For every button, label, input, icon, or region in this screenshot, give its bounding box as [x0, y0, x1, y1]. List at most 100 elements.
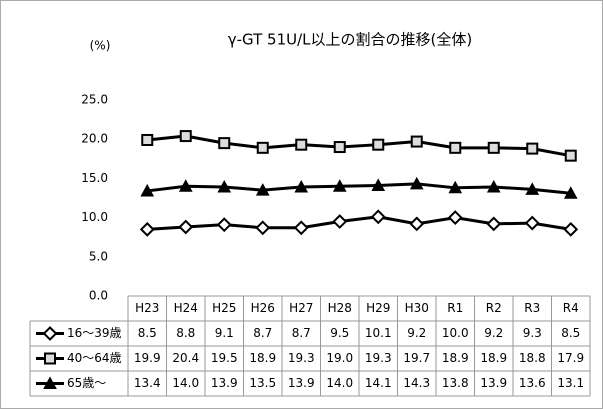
table-value: 14.0	[172, 376, 199, 390]
table-value: 19.5	[211, 351, 238, 365]
marker	[447, 210, 463, 226]
marker	[216, 217, 232, 233]
marker	[487, 141, 500, 154]
table-value: 18.9	[442, 351, 469, 365]
legend-label: 40～64歳	[67, 351, 122, 365]
marker	[409, 216, 425, 232]
marker	[370, 209, 386, 225]
y-tick-label: 10.0	[81, 210, 108, 224]
x-tick-label: H25	[212, 301, 236, 315]
marker	[332, 179, 347, 192]
x-tick-label: H27	[289, 301, 313, 315]
table-value: 14.1	[365, 376, 392, 390]
table-value: 9.2	[407, 326, 426, 340]
legend-label: 16～39歳	[67, 326, 122, 340]
marker	[486, 179, 501, 193]
table-value: 13.4	[134, 376, 161, 390]
marker	[178, 179, 193, 192]
marker	[178, 219, 194, 235]
x-tick-label: H24	[174, 301, 198, 315]
x-tick-label: H30	[405, 301, 429, 315]
table-value: 13.6	[519, 376, 546, 390]
legend-marker	[44, 352, 56, 365]
x-tick-label: H23	[135, 301, 159, 315]
marker	[486, 216, 502, 232]
marker	[449, 141, 462, 154]
legend-marker	[43, 376, 57, 389]
y-tick-label: 15.0	[81, 171, 108, 185]
marker	[564, 149, 577, 162]
table-value: 8.5	[561, 326, 580, 340]
marker	[139, 221, 155, 237]
marker	[295, 138, 308, 151]
marker	[179, 130, 192, 143]
table-value: 19.0	[326, 351, 353, 365]
legend-label: 65歳～	[67, 376, 106, 390]
table-value: 13.9	[480, 376, 507, 390]
y-tick-label: 20.0	[81, 132, 108, 146]
table-value: 9.2	[484, 326, 503, 340]
table-value: 13.9	[211, 376, 238, 390]
x-tick-label: H28	[328, 301, 352, 315]
marker	[255, 183, 270, 196]
table-value: 19.9	[134, 351, 161, 365]
marker	[217, 179, 232, 193]
table-value: 13.8	[442, 376, 469, 390]
x-tick-label: R4	[563, 301, 579, 315]
table-value: 9.5	[330, 326, 349, 340]
marker	[333, 141, 346, 154]
table-value: 19.7	[403, 351, 430, 365]
chart-title: γ-GT 51U/L以上の割合の推移(全体)	[228, 31, 473, 49]
marker	[410, 135, 423, 148]
marker	[293, 220, 309, 236]
legend-marker	[42, 326, 58, 341]
marker	[372, 138, 385, 151]
marker	[141, 133, 154, 146]
x-tick-label: H26	[251, 301, 275, 315]
marker	[332, 214, 348, 229]
table-value: 19.3	[288, 351, 315, 365]
marker	[140, 183, 155, 197]
table-value: 14.3	[403, 376, 430, 390]
table-value: 18.8	[519, 351, 546, 365]
marker	[218, 137, 231, 150]
table-value: 8.7	[253, 326, 272, 340]
marker	[526, 142, 539, 155]
marker	[524, 215, 540, 231]
series-line	[147, 182, 571, 195]
table-value: 8.8	[176, 326, 195, 340]
x-tick-label: H29	[366, 301, 390, 315]
table-value: 13.1	[557, 376, 584, 390]
table-value: 10.0	[442, 326, 469, 340]
table-value: 18.9	[480, 351, 507, 365]
y-tick-label: 5.0	[89, 249, 108, 263]
table-value: 14.0	[326, 376, 353, 390]
table-value: 9.1	[215, 326, 234, 340]
table-value: 18.9	[249, 351, 276, 365]
x-tick-label: R3	[524, 301, 540, 315]
table-value: 9.3	[523, 326, 542, 340]
table-value: 13.9	[288, 376, 315, 390]
x-tick-label: R2	[486, 301, 502, 315]
marker	[563, 186, 578, 199]
series-line	[147, 134, 572, 158]
marker	[294, 179, 309, 193]
marker	[525, 182, 540, 195]
marker	[256, 141, 269, 154]
table-value: 13.5	[249, 376, 276, 390]
table-value: 17.9	[557, 351, 584, 365]
marker	[448, 180, 463, 194]
table-value: 20.4	[172, 351, 199, 365]
y-axis-label: (%)	[90, 39, 111, 53]
x-tick-label: R1	[447, 301, 463, 315]
marker	[563, 221, 579, 237]
marker	[255, 220, 271, 236]
table-value: 19.3	[365, 351, 392, 365]
y-tick-label: 25.0	[81, 93, 108, 107]
table-value: 8.5	[138, 326, 157, 340]
y-tick-label: 0.0	[89, 289, 108, 303]
marker	[409, 176, 424, 190]
table-value: 8.7	[292, 326, 311, 340]
